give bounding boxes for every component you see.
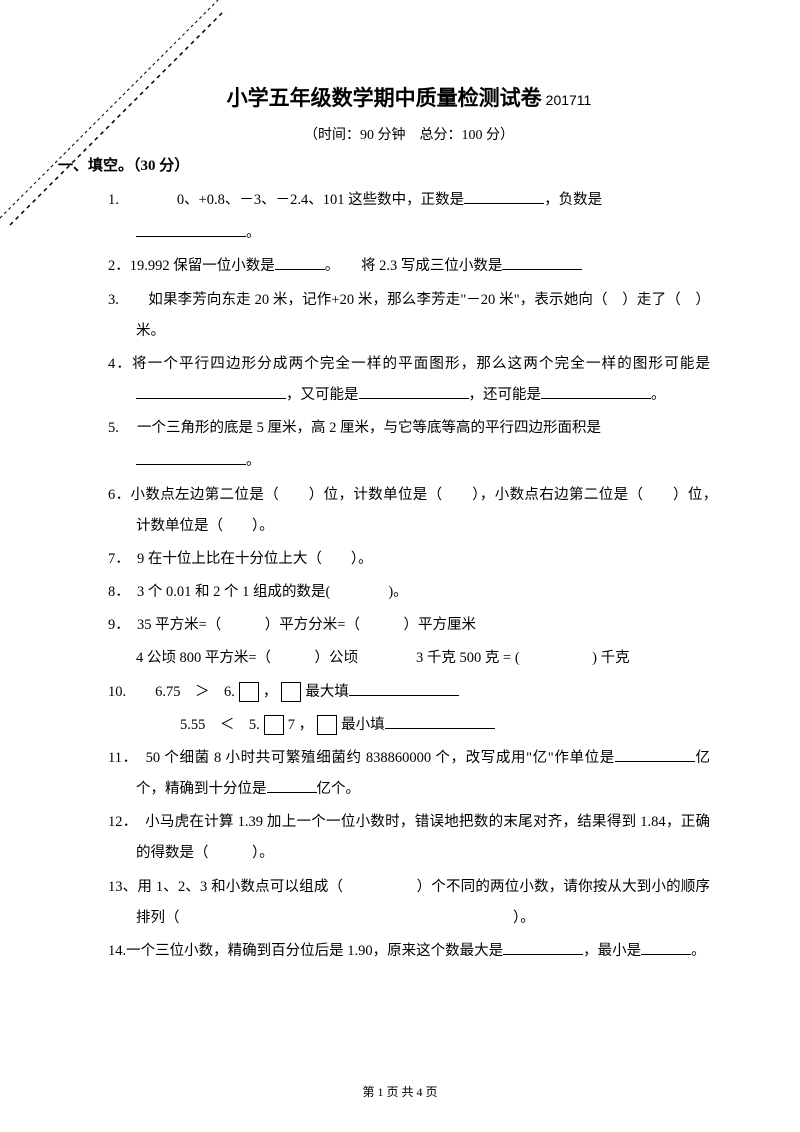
- question-10-cont: 5.55 ＜ 5. 7 ， 最小填: [108, 710, 710, 741]
- q1-text-b: ，负数是: [544, 192, 602, 208]
- q10-text-c: 最大填: [305, 684, 349, 700]
- q5-text-a: 5. 一个三角形的底是 5 厘米，高 2 厘米，与它等底等高的平行四边形面积是: [108, 420, 601, 436]
- blank: [503, 941, 583, 955]
- question-7: 7． 9 在十位上比在十分位上大（ ）。: [108, 544, 710, 575]
- answer-box: [281, 682, 301, 702]
- q10-text-b: ，: [263, 684, 278, 700]
- blank: [267, 779, 317, 793]
- blank: [464, 190, 544, 204]
- blank: [359, 385, 469, 399]
- blank: [136, 223, 246, 237]
- q14-text-c: 。: [691, 943, 706, 959]
- q4-text-d: 。: [651, 387, 666, 403]
- q4-text-a: 4．将一个平行四边形分成两个完全一样的平面图形，那么这两个完全一样的图形可能是: [108, 356, 710, 372]
- question-5-cont: 。: [108, 446, 710, 477]
- question-11: 11． 50 个细菌 8 小时共可繁殖细菌约 838860000 个，改写成用"…: [108, 743, 710, 805]
- question-14: 14.一个三位小数，精确到百分位后是 1.90，原来这个数最大是 ，最小是 。: [108, 936, 710, 967]
- question-2: 2．19.992 保留一位小数是 。 将 2.3 写成三位小数是: [108, 251, 710, 282]
- question-1-cont: 。: [108, 218, 710, 249]
- question-8: 8． 3 个 0.01 和 2 个 1 组成的数是( )。: [108, 577, 710, 608]
- blank: [385, 715, 495, 729]
- exam-subtitle: （时间：90 分钟 总分：100 分）: [108, 124, 710, 144]
- answer-box: [317, 715, 337, 735]
- q10-text-d: 5.55 ＜ 5.: [180, 717, 260, 733]
- question-10: 10. 6.75 ＞ 6. ， 最大填: [108, 677, 710, 708]
- answer-box: [239, 682, 259, 702]
- question-1: 1. 0、+0.8、－3、－2.4、101 这些数中，正数是 ，负数是: [108, 185, 710, 216]
- q1-text-c: 。: [246, 225, 261, 241]
- q4-text-b: ，又可能是: [286, 387, 359, 403]
- q2-text-a: 2．19.992 保留一位小数是: [108, 258, 275, 274]
- page-footer: 第 1 页 共 4 页: [0, 1083, 800, 1100]
- answer-box: [264, 715, 284, 735]
- question-4: 4．将一个平行四边形分成两个完全一样的平面图形，那么这两个完全一样的图形可能是 ，…: [108, 349, 710, 411]
- q10-text-f: 最小填: [341, 717, 385, 733]
- exam-title: 小学五年级数学期中质量检测试卷201711: [108, 82, 710, 112]
- blank: [615, 748, 695, 762]
- q14-text-b: ，最小是: [583, 943, 641, 959]
- blank: [275, 256, 325, 270]
- q14-text-a: 14.一个三位小数，精确到百分位后是 1.90，原来这个数最大是: [108, 943, 503, 959]
- page-content: 小学五年级数学期中质量检测试卷201711 （时间：90 分钟 总分：100 分…: [0, 0, 800, 1009]
- title-suffix: 201711: [546, 92, 592, 108]
- q10-text-a: 10. 6.75 ＞ 6.: [108, 684, 235, 700]
- blank: [136, 385, 286, 399]
- blank: [136, 451, 246, 465]
- q11-text-a: 11． 50 个细菌 8 小时共可繁殖细菌约 838860000 个，改写成用"…: [108, 750, 615, 766]
- q10-text-e: 7 ，: [288, 717, 313, 733]
- question-9: 9． 35 平方米=（ ）平方分米=（ ）平方厘米: [108, 610, 710, 641]
- question-9-cont: 4 公顷 800 平方米=（ ）公顷 3 千克 500 克 = ( ) 千克: [108, 643, 710, 674]
- section-1-header: 一、填空。（30 分）: [58, 154, 710, 175]
- blank: [349, 682, 459, 696]
- q4-text-c: ，还可能是: [469, 387, 542, 403]
- q2-text-b: 。 将 2.3 写成三位小数是: [325, 258, 503, 274]
- blank: [641, 941, 691, 955]
- title-text: 小学五年级数学期中质量检测试卷: [227, 87, 542, 110]
- question-6: 6．小数点左边第二位是（ ）位，计数单位是（ ），小数点右边第二位是（ ）位， …: [108, 480, 710, 542]
- question-13: 13、用 1、2、3 和小数点可以组成（ ）个不同的两位小数，请你按从大到小的顺…: [108, 872, 710, 934]
- question-12: 12． 小马虎在计算 1.39 加上一个一位小数时，错误地把数的末尾对齐，结果得…: [108, 807, 710, 869]
- blank: [502, 256, 582, 270]
- q11-text-c: 亿个。: [317, 781, 361, 797]
- question-3: 3. 如果李芳向东走 20 米，记作+20 米，那么李芳走"－20 米"，表示她…: [108, 285, 710, 347]
- question-5: 5. 一个三角形的底是 5 厘米，高 2 厘米，与它等底等高的平行四边形面积是: [108, 413, 710, 444]
- q5-text-b: 。: [246, 453, 261, 469]
- q1-text-a: 1. 0、+0.8、－3、－2.4、101 这些数中，正数是: [108, 192, 464, 208]
- blank: [541, 385, 651, 399]
